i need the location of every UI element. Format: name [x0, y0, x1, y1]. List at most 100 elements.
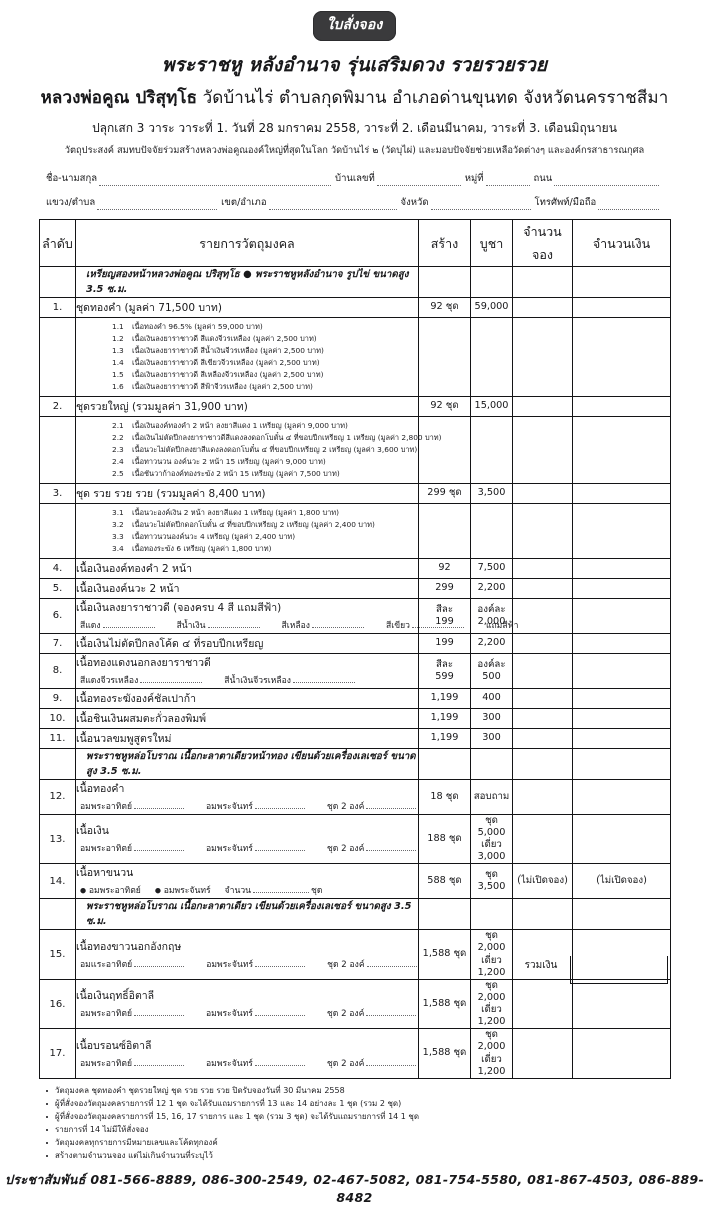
- row-amount-input[interactable]: [572, 652, 671, 689]
- sub-qty-cell[interactable]: [512, 317, 573, 397]
- row-make-count: 199: [418, 632, 471, 654]
- moo-input[interactable]: [485, 177, 530, 186]
- row-amount-input[interactable]: [572, 707, 671, 729]
- row-amount-input[interactable]: [572, 395, 671, 417]
- row-amount-input[interactable]: [572, 632, 671, 654]
- row-number: 3.: [39, 482, 76, 504]
- option-input[interactable]: [366, 843, 417, 852]
- option-input[interactable]: [292, 675, 355, 683]
- option-input[interactable]: [366, 1058, 417, 1066]
- name-input[interactable]: [99, 177, 332, 186]
- sub-qty-cell[interactable]: [512, 415, 573, 484]
- sub-qty-cell[interactable]: [512, 502, 573, 559]
- option-input[interactable]: [411, 620, 464, 628]
- row-description-cell: เนื้อเงิน อมพระอาทิตย์ อมพระจันทร์ ชุด 2 อง…: [75, 813, 419, 865]
- section-qty-cell[interactable]: [512, 747, 573, 780]
- row-qty-input[interactable]: [512, 707, 573, 729]
- option-input[interactable]: [366, 801, 417, 809]
- telephone-input[interactable]: [598, 201, 659, 210]
- row-amount-input[interactable]: [572, 557, 671, 579]
- option-input[interactable]: [255, 959, 306, 967]
- option-label: อมพระอาทิตย์: [80, 844, 132, 855]
- option-input[interactable]: [134, 959, 185, 967]
- total-amount-input[interactable]: [570, 956, 668, 984]
- option-input[interactable]: [207, 620, 260, 628]
- row-qty-input[interactable]: [512, 1028, 573, 1079]
- row-description: เนื้อหาขนวน: [76, 867, 134, 880]
- table-row: 7. เนื้อเงินไม่ตัดปีกลงโค้ด ๔ ที่รอบปีกเห…: [39, 632, 671, 654]
- sub-item: 3.1 เนื้อนวะองค์เงิน 2 หน้า ลงยาสีแดง 1 เ…: [76, 507, 418, 519]
- row-worship-price-line: เดี่ยว 3,000: [477, 839, 506, 863]
- row-amount-input[interactable]: [572, 297, 671, 318]
- option-input[interactable]: [312, 620, 365, 628]
- row-qty-input[interactable]: [512, 597, 573, 634]
- option-input[interactable]: [366, 1008, 417, 1017]
- option-input[interactable]: [253, 885, 310, 894]
- row-amount-input[interactable]: [572, 778, 671, 815]
- sub-item-text: เนื้อทองคำ 96.5% (มูลค่า 59,000 บาท): [132, 322, 263, 331]
- address-block: ชื่อ-นามสกุล บ้านเลขที่ หมู่ที่ ถนน แขวง…: [46, 171, 663, 210]
- footnote-item: วัตถุมงคล ชุดทองคำ ชุดรวยใหญ่ ชุด รวย รว…: [44, 1085, 514, 1098]
- row-qty-input[interactable]: [512, 978, 573, 1030]
- option-input[interactable]: [134, 1008, 184, 1017]
- section-qty-cell[interactable]: [512, 266, 573, 298]
- house-no-input[interactable]: [376, 177, 461, 186]
- bullet-icon: ●: [80, 886, 87, 895]
- road-input[interactable]: [554, 177, 659, 186]
- option-input[interactable]: [366, 959, 417, 967]
- row-amount-input[interactable]: [572, 813, 671, 865]
- row-qty-input[interactable]: [512, 778, 573, 815]
- tambon-input[interactable]: [97, 201, 218, 210]
- sub-amount-cell[interactable]: [572, 502, 671, 559]
- province-input[interactable]: [430, 201, 531, 210]
- row-amount-input[interactable]: (ไม่เปิดจอง): [572, 863, 671, 900]
- section-worship-cell: [470, 898, 513, 931]
- section-amount-cell[interactable]: [572, 898, 671, 931]
- row-qty-input[interactable]: (ไม่เปิดจอง): [512, 863, 573, 900]
- row-amount-input[interactable]: [572, 978, 671, 1030]
- sub-amount-cell[interactable]: [572, 317, 671, 397]
- row-worship-price: ชุด 2,000 เดี่ยว 1,200: [470, 929, 513, 980]
- row-description: เนื้อเงิน: [76, 825, 109, 838]
- option-input[interactable]: [254, 801, 305, 809]
- row-amount-input[interactable]: [572, 687, 671, 709]
- option-input[interactable]: [254, 1008, 305, 1017]
- option-label: อมพระจันทร์: [206, 844, 253, 855]
- row-qty-input[interactable]: [512, 687, 573, 709]
- option-input[interactable]: [134, 1058, 184, 1066]
- option-label: แถมสีฟ้า: [485, 620, 519, 631]
- row-amount-input[interactable]: [572, 577, 671, 599]
- sub-items-list: 3.1 เนื้อนวะองค์เงิน 2 หน้า ลงยาสีแดง 1 เ…: [76, 504, 418, 558]
- option-input[interactable]: [254, 843, 305, 852]
- row-qty-input[interactable]: [512, 482, 573, 504]
- row-make-count: 1,588 ชุด: [418, 1028, 471, 1079]
- row-amount-input[interactable]: [572, 1028, 671, 1079]
- sub-items-list: 1.1 เนื้อทองคำ 96.5% (มูลค่า 59,000 บาท) 1…: [76, 318, 418, 396]
- row-qty-input[interactable]: [512, 557, 573, 579]
- row-qty-input[interactable]: [512, 577, 573, 599]
- option-input[interactable]: [140, 675, 203, 683]
- option-input[interactable]: [134, 843, 184, 852]
- section-header-row: พระราชหูหล่อโบราณ เนื้อกะลาตาเดียว เขียน…: [39, 898, 671, 931]
- section-no-cell: [39, 747, 76, 780]
- section-amount-cell[interactable]: [572, 747, 671, 780]
- section-amount-cell[interactable]: [572, 266, 671, 298]
- sub-amount-cell[interactable]: [572, 415, 671, 484]
- row-qty-input[interactable]: [512, 652, 573, 689]
- row-qty-input[interactable]: [512, 813, 573, 865]
- option-input[interactable]: [254, 1058, 305, 1066]
- row-amount-input[interactable]: [572, 597, 671, 634]
- row-amount-input[interactable]: [572, 727, 671, 749]
- row-amount-input[interactable]: [572, 482, 671, 504]
- table-row: 17. เนื้อบรอนซ์อิตาลี อมพระอาทิตย์ อมพระจัน…: [39, 1028, 671, 1079]
- section-header-row: เหรียญสองหน้าหลวงพ่อคูณ ปริสุทฺโธ ● พระร…: [39, 266, 671, 298]
- row-qty-input[interactable]: [512, 727, 573, 749]
- option-input[interactable]: [102, 620, 155, 628]
- row-qty-input[interactable]: [512, 632, 573, 654]
- row-make-count-line: 588 ชุด: [427, 875, 462, 887]
- section-qty-cell[interactable]: [512, 898, 573, 931]
- amphoe-input[interactable]: [268, 201, 397, 210]
- row-qty-input[interactable]: [512, 395, 573, 417]
- option-input[interactable]: [134, 801, 184, 809]
- row-qty-input[interactable]: [512, 297, 573, 318]
